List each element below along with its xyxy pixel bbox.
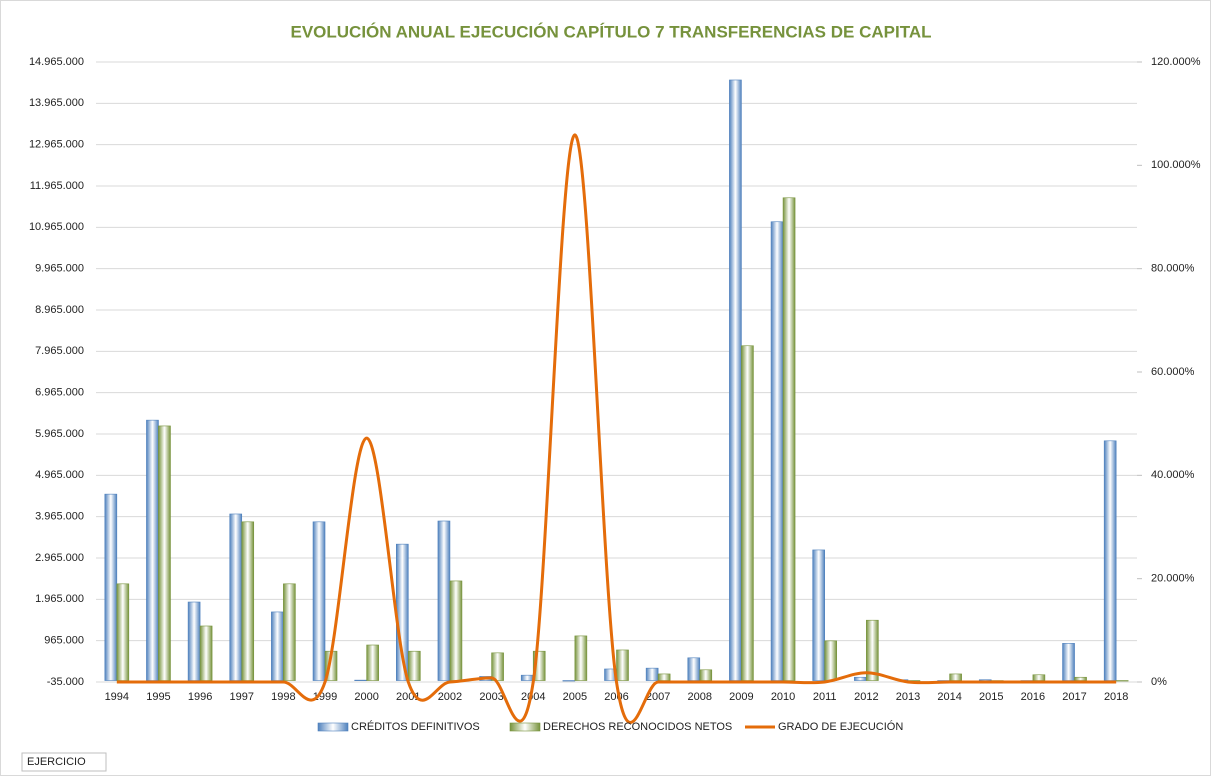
x-tick-label: 2007 xyxy=(646,691,670,703)
x-tick-label: 2015 xyxy=(979,691,1003,703)
x-tick-label: 2002 xyxy=(438,691,462,703)
bar xyxy=(407,650,421,681)
bar xyxy=(824,640,838,681)
x-tick-label: 2018 xyxy=(1104,691,1128,703)
bar xyxy=(491,652,504,681)
bar xyxy=(1062,643,1075,681)
x-tick-label: 2010 xyxy=(771,691,795,703)
y-tick-label: 8.965.000 xyxy=(35,304,84,316)
bar xyxy=(354,679,367,681)
legend-swatch xyxy=(509,722,541,732)
y-tick-label: 13.965.000 xyxy=(29,97,84,109)
y2-tick-label: 100.000% xyxy=(1151,159,1201,171)
x-tick-label: 1998 xyxy=(271,691,295,703)
bar xyxy=(229,513,243,681)
bar xyxy=(657,673,671,681)
bar xyxy=(1074,676,1087,681)
x-tick-label: 2000 xyxy=(354,691,378,703)
bar xyxy=(437,520,451,681)
bar xyxy=(812,549,826,681)
y2-tick-label: 120.000% xyxy=(1151,56,1201,68)
legend-swatch xyxy=(317,722,349,732)
y2-tick-label: 60.000% xyxy=(1151,366,1195,378)
bar xyxy=(520,674,534,681)
x-tick-label: 1994 xyxy=(105,691,129,703)
bar xyxy=(241,521,255,681)
x-tick-label: 1995 xyxy=(146,691,170,703)
bar xyxy=(866,619,879,681)
y2-tick-label: 0% xyxy=(1151,676,1167,688)
y-tick-label: 11.965.000 xyxy=(30,180,84,192)
bar xyxy=(366,644,379,681)
bar xyxy=(116,583,130,681)
bar xyxy=(616,649,629,681)
bar xyxy=(729,79,742,681)
y-tick-label: 6.965.000 xyxy=(35,387,84,399)
y-tick-label: 3.965.000 xyxy=(35,511,84,523)
legend-label: CRÉDITOS DEFINITIVOS xyxy=(351,720,480,733)
bar xyxy=(687,657,701,681)
x-tick-label: 2012 xyxy=(854,691,878,703)
y-tick-label: 5.965.000 xyxy=(35,428,84,440)
bar xyxy=(199,625,213,681)
chart-title: EVOLUCIÓN ANUAL EJECUCIÓN CAPÍTULO 7 TRA… xyxy=(290,22,931,41)
bar xyxy=(782,197,796,681)
y2-tick-label: 80.000% xyxy=(1151,263,1195,275)
bar xyxy=(1032,674,1046,681)
y-tick-label: -35.000 xyxy=(47,676,84,688)
x-tick-label: 2011 xyxy=(813,691,837,703)
bar xyxy=(187,601,201,681)
x-tick-label: 2004 xyxy=(521,691,545,703)
x-label-box xyxy=(21,752,107,772)
x-tick-label: 2017 xyxy=(1062,691,1086,703)
bar xyxy=(283,583,296,681)
bar xyxy=(949,673,962,681)
legend-label: DERECHOS RECONOCIDOS NETOS xyxy=(543,721,732,733)
bar xyxy=(158,425,171,681)
bar xyxy=(645,667,659,681)
x-tick-label: 2005 xyxy=(563,691,587,703)
bar xyxy=(741,345,754,681)
bar xyxy=(1103,440,1117,681)
x-tick-label: 1996 xyxy=(188,691,212,703)
x-tick-label: 2014 xyxy=(937,691,961,703)
bar xyxy=(449,580,463,681)
bar xyxy=(770,221,784,681)
bar xyxy=(104,493,118,681)
y-tick-label: 12.965.000 xyxy=(29,139,84,151)
y2-tick-label: 20.000% xyxy=(1151,573,1195,585)
bar xyxy=(271,611,284,681)
x-tick-label: 2003 xyxy=(479,691,503,703)
bar xyxy=(562,680,576,682)
y-tick-label: 1.965.000 xyxy=(35,593,84,605)
y-tick-label: 4.965.000 xyxy=(35,469,84,481)
x-tick-label: 1997 xyxy=(229,691,253,703)
bar xyxy=(854,676,867,681)
y-tick-label: 9.965.000 xyxy=(35,263,84,275)
y-tick-label: 965.000 xyxy=(44,635,84,647)
x-tick-label: 2008 xyxy=(688,691,712,703)
x-tick-label: 2009 xyxy=(729,691,753,703)
bar xyxy=(978,679,992,681)
bar xyxy=(1115,680,1129,682)
bar xyxy=(574,635,588,681)
y-tick-label: 7.965.000 xyxy=(35,345,84,357)
x-axis-label: EJERCICIO xyxy=(27,756,86,768)
bar xyxy=(312,521,326,681)
x-tick-label: 2013 xyxy=(896,691,920,703)
bar xyxy=(699,669,713,681)
line xyxy=(116,133,1117,725)
bar xyxy=(146,419,159,681)
y-tick-label: 14.965.000 xyxy=(29,56,84,68)
x-tick-label: 2016 xyxy=(1021,691,1045,703)
y-tick-label: 2.965.000 xyxy=(35,552,84,564)
y2-tick-label: 40.000% xyxy=(1151,469,1195,481)
y-tick-label: 10.965.000 xyxy=(29,221,84,233)
x-tick-label: 2006 xyxy=(604,691,628,703)
legend-label: GRADO DE EJECUCIÓN xyxy=(778,720,903,733)
